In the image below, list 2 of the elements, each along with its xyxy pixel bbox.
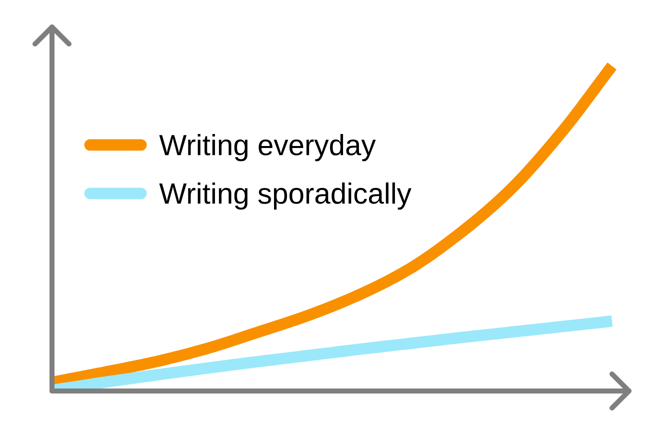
legend-label: Writing everyday <box>159 134 376 162</box>
legend-label: Writing sporadically <box>159 182 412 210</box>
